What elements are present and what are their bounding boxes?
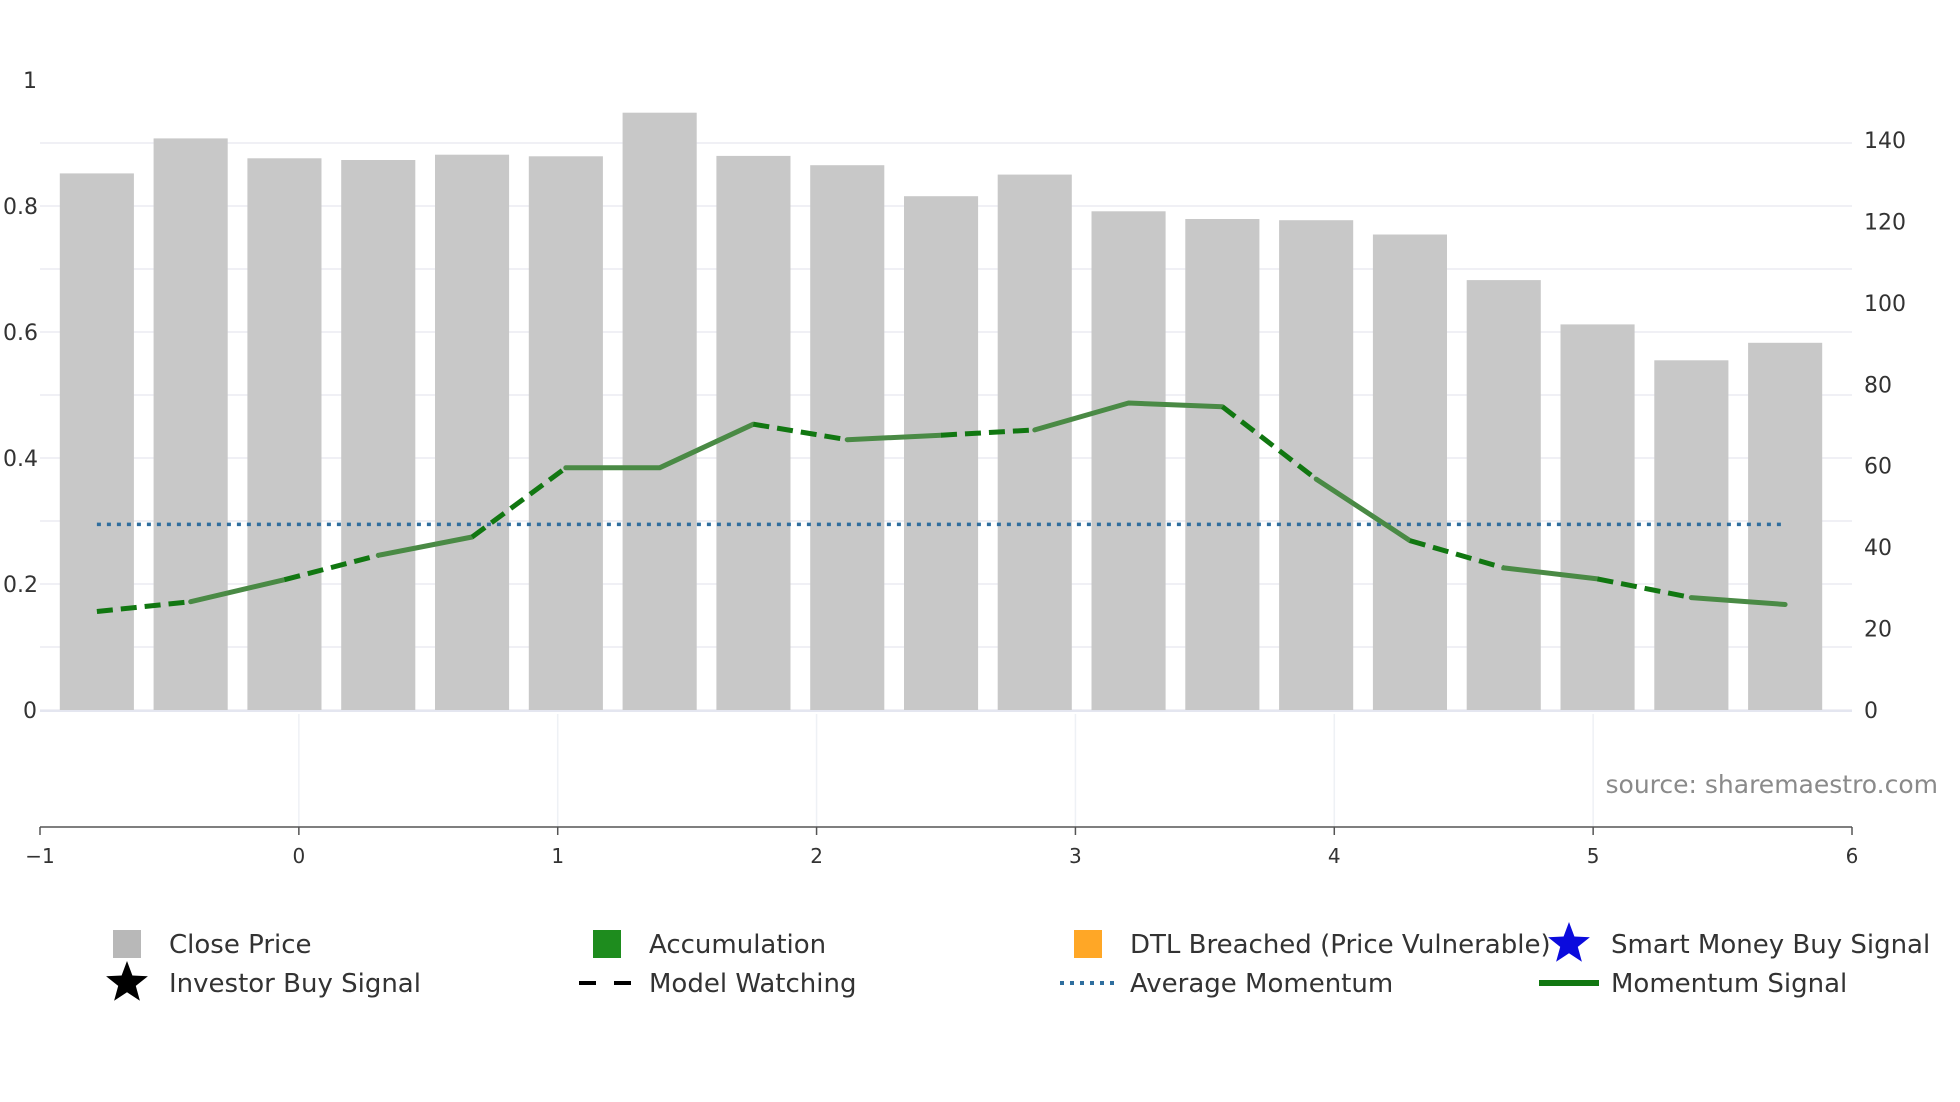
legend-label: Model Watching — [649, 969, 856, 999]
right-tick-label: 80 — [1864, 373, 1892, 398]
momentum-segment — [1501, 565, 1600, 582]
momentum-segment — [844, 432, 944, 443]
close-price-bar — [716, 155, 791, 710]
close-price-bar — [1560, 324, 1635, 710]
right-tick-label: 0 — [1864, 699, 1878, 724]
x-tick-label: 5 — [1587, 844, 1600, 868]
model-watching-segment — [470, 465, 568, 540]
close-price-bar — [1279, 220, 1354, 710]
close-price-bar — [1748, 342, 1823, 710]
legend-item: Accumulation — [593, 930, 826, 960]
legend-item: Smart Money Buy Signal — [1548, 922, 1930, 962]
right-tick-label: 120 — [1864, 210, 1906, 235]
legend-item: DTL Breached (Price Vulnerable) — [1074, 930, 1551, 960]
close-price-bar — [1654, 360, 1729, 710]
close-price-bar — [59, 173, 134, 710]
close-price-bar — [1185, 219, 1260, 710]
legend-square-swatch — [1074, 930, 1102, 958]
momentum-segment — [1313, 476, 1413, 544]
right-tick-label: 60 — [1864, 455, 1892, 480]
momentum-segment — [188, 577, 287, 605]
close-price-bar — [997, 174, 1072, 711]
close-price-bar — [341, 160, 416, 710]
momentum-segment — [375, 534, 475, 558]
legend-square-swatch — [593, 930, 621, 958]
right-tick-label: 20 — [1864, 618, 1892, 643]
legend-label: Smart Money Buy Signal — [1611, 930, 1930, 960]
legend-label: DTL Breached (Price Vulnerable) — [1130, 930, 1551, 960]
legend-label: Accumulation — [649, 930, 826, 960]
model-watching-segment — [283, 552, 379, 583]
model-watching-segment — [1220, 404, 1318, 482]
legend-item: Momentum Signal — [1539, 969, 1847, 999]
legend-item: Investor Buy Signal — [106, 961, 421, 1001]
model-watching-segment — [96, 599, 191, 614]
x-tick-label: 6 — [1846, 844, 1859, 868]
legend-item: Close Price — [113, 930, 312, 960]
x-tick-label: 3 — [1069, 844, 1082, 868]
close-price-bars — [59, 112, 1823, 711]
close-price-bar — [528, 156, 603, 711]
model-watching-segment — [940, 427, 1035, 438]
source-label: source: sharemaestro.com — [1606, 770, 1939, 799]
legend-label: Average Momentum — [1130, 969, 1393, 999]
x-axis: −1 0 1 2 3 4 5 6 — [25, 826, 1859, 868]
x-tick-label: 1 — [551, 844, 564, 868]
momentum-signal-series — [96, 400, 1788, 614]
right-y-axis: 0 20 40 60 80 100 120 140 — [1864, 129, 1906, 724]
x-tick-label: 4 — [1328, 844, 1341, 868]
momentum-segment — [1688, 595, 1788, 607]
close-price-bar — [1091, 211, 1166, 711]
legend-square-swatch — [113, 930, 141, 958]
model-watching-segment — [1597, 576, 1692, 601]
close-price-bar — [1372, 234, 1447, 710]
left-tick-label: 0.2 — [3, 573, 38, 598]
right-tick-label: 40 — [1864, 536, 1892, 561]
right-tick-label: 100 — [1864, 292, 1906, 317]
x-tick-label: 0 — [292, 844, 305, 868]
left-tick-label: 0.8 — [3, 195, 38, 220]
close-price-bar — [153, 138, 228, 710]
close-price-bar — [435, 154, 510, 710]
close-price-bar — [622, 112, 697, 710]
legend-item: Average Momentum — [1060, 969, 1393, 999]
legend-label: Momentum Signal — [1611, 969, 1847, 999]
x-tick-label: 2 — [810, 844, 823, 868]
legend-label: Investor Buy Signal — [169, 969, 421, 999]
close-price-bar — [904, 196, 979, 710]
model-watching-segment — [752, 421, 848, 443]
legend-item: Model Watching — [579, 969, 856, 999]
left-y-axis: 0 0.2 0.4 0.6 0.8 1 — [3, 69, 38, 724]
x-tick-label: −1 — [25, 844, 54, 868]
legend-label: Close Price — [169, 930, 312, 960]
right-tick-label: 140 — [1864, 129, 1906, 154]
legend-star-icon — [1548, 922, 1590, 962]
close-price-bar — [1466, 280, 1541, 710]
left-tick-label: 1 — [23, 69, 37, 94]
left-tick-label: 0 — [23, 699, 37, 724]
model-watching-segment — [1409, 538, 1505, 571]
legend-star-icon — [106, 961, 148, 1001]
legend: Close Price Accumulation DTL Breached (Pri… — [106, 922, 1930, 1001]
left-tick-label: 0.4 — [3, 447, 38, 472]
close-price-bar — [247, 158, 322, 711]
left-tick-label: 0.6 — [3, 321, 38, 346]
